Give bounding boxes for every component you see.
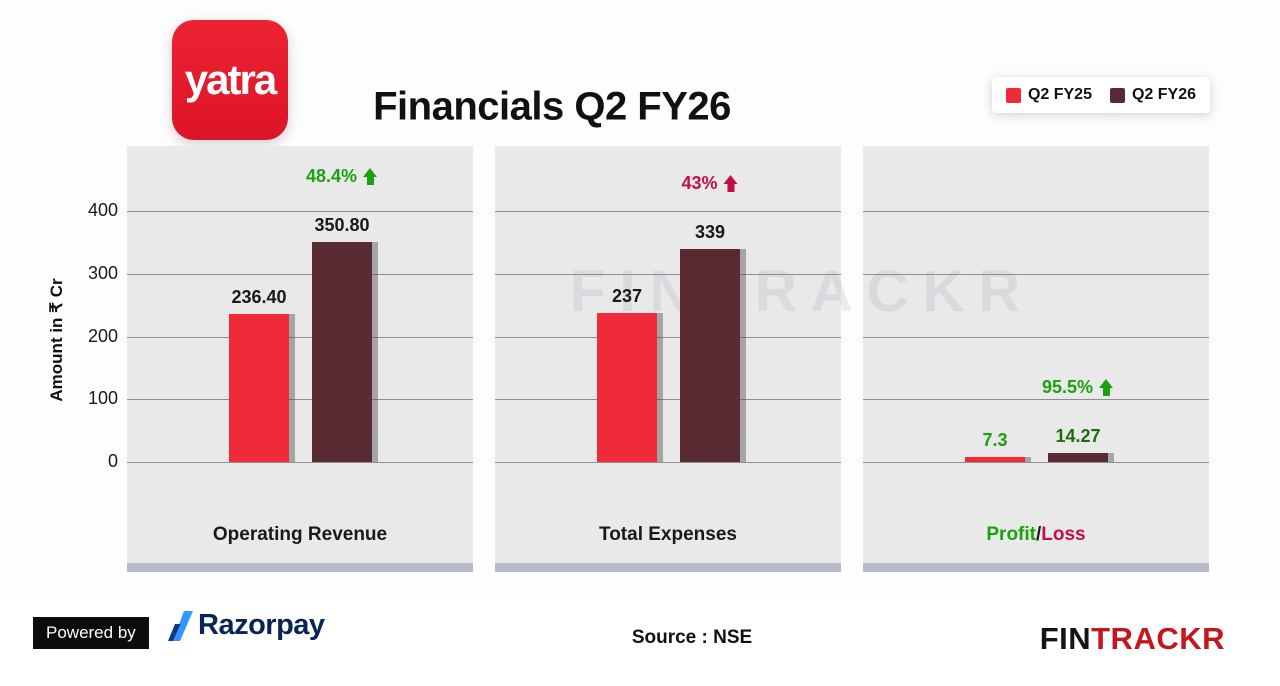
category-label-part: Total Expenses	[599, 524, 737, 545]
panel-shadow-strip	[495, 563, 841, 572]
gridline-200	[495, 336, 841, 338]
legend-item-q2fy25: Q2 FY25	[1005, 86, 1092, 104]
legend-label: Q2 FY25	[1027, 86, 1092, 103]
growth-label: 48.4%	[306, 166, 378, 187]
category-label: Total Expenses	[495, 524, 841, 546]
bar-value-label: 237	[611, 286, 643, 307]
legend-swatch-q2fy26	[1109, 87, 1125, 103]
bar-value-label: 7.3	[982, 430, 1008, 451]
gridline-100	[863, 399, 1209, 401]
bar-q2-fy26-total-expenses	[680, 249, 740, 462]
chart-panels: 236.40 350.80 48.4% Operating Revenue 237 339…	[127, 146, 1209, 572]
gridline-200	[127, 336, 473, 338]
bar-q2-fy26-profit-loss	[1048, 453, 1108, 462]
panel-operating-revenue: 236.40 350.80 48.4% Operating Revenue	[127, 146, 473, 572]
up-arrow-icon	[1099, 379, 1114, 397]
bar-q2-fy25-operating-revenue	[229, 313, 289, 462]
growth-label: 43%	[681, 173, 738, 194]
category-label-part: /	[1035, 524, 1042, 545]
razorpay-logo: Razorpay	[166, 609, 325, 642]
yatra-logo: yatra	[172, 20, 288, 140]
bar-q2-fy26-operating-revenue	[312, 241, 372, 462]
y-tick-100: 100	[87, 388, 118, 409]
gridline-0	[863, 462, 1209, 463]
category-label: Operating Revenue	[127, 524, 473, 546]
category-label-part: Operating Revenue	[212, 524, 388, 545]
y-tick-300: 300	[87, 262, 118, 283]
fintrackr-fin: FIN	[1039, 621, 1092, 656]
legend-label: Q2 FY26	[1131, 86, 1196, 103]
page-title: Financials Q2 FY26	[373, 84, 731, 129]
panel-shadow-strip	[127, 563, 473, 572]
category-label: Profit/Loss	[863, 524, 1209, 546]
fintrackr-trackr: TRACKR	[1091, 621, 1225, 656]
yatra-logo-text: yatra	[184, 56, 277, 103]
up-arrow-icon	[363, 167, 378, 185]
chart-legend: Q2 FY25 Q2 FY26	[991, 77, 1210, 113]
source-text: Source : NSE	[631, 627, 753, 648]
growth-label: 95.5%	[1042, 377, 1114, 398]
bar-value-label: 350.80	[314, 214, 370, 235]
bar-q2-fy25-profit-loss	[965, 457, 1025, 462]
footer: Powered by Razorpay Source : NSE FINTRAC…	[0, 596, 1280, 686]
y-axis-ticks: 0 100 200 300 400	[60, 146, 118, 591]
y-tick-200: 200	[87, 325, 118, 346]
y-tick-0: 0	[107, 451, 118, 471]
up-arrow-icon	[723, 175, 739, 193]
category-label-part: Profit	[986, 524, 1036, 545]
panel-total-expenses: 237 339 43% Total Expenses	[495, 146, 841, 572]
gridline-400	[127, 211, 473, 212]
bar-value-label: 14.27	[1055, 426, 1101, 447]
bar-value-label: 236.40	[231, 286, 287, 307]
legend-item-q2fy26: Q2 FY26	[1109, 86, 1196, 104]
gridline-100	[127, 399, 473, 401]
gridline-300	[495, 273, 841, 275]
category-label-part: Loss	[1041, 524, 1086, 545]
panel-shadow-strip	[863, 563, 1209, 572]
razorpay-wordmark: Razorpay	[198, 609, 325, 641]
gridline-100	[495, 399, 841, 401]
gridline-0	[495, 462, 841, 463]
y-tick-400: 400	[87, 200, 118, 220]
bar-q2-fy25-total-expenses	[597, 313, 657, 462]
gridline-300	[863, 273, 1209, 275]
gridline-200	[863, 336, 1209, 338]
gridline-0	[127, 462, 473, 463]
gridline-400	[495, 211, 841, 212]
powered-by-badge: Powered by	[33, 617, 149, 649]
legend-swatch-q2fy25	[1005, 87, 1021, 103]
gridline-300	[127, 273, 473, 275]
gridline-400	[863, 211, 1209, 212]
fintrackr-logo: FINTRACKR	[1040, 621, 1225, 657]
panel-profit-loss: 7.3 14.27 95.5% Profit/Loss	[863, 146, 1209, 572]
razorpay-mark-icon	[168, 610, 193, 641]
bar-value-label: 339	[694, 222, 726, 243]
